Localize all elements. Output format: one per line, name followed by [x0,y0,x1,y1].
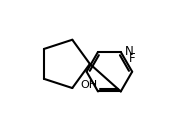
Text: N: N [125,45,133,59]
Text: OH: OH [80,80,97,90]
Text: F: F [129,52,136,65]
